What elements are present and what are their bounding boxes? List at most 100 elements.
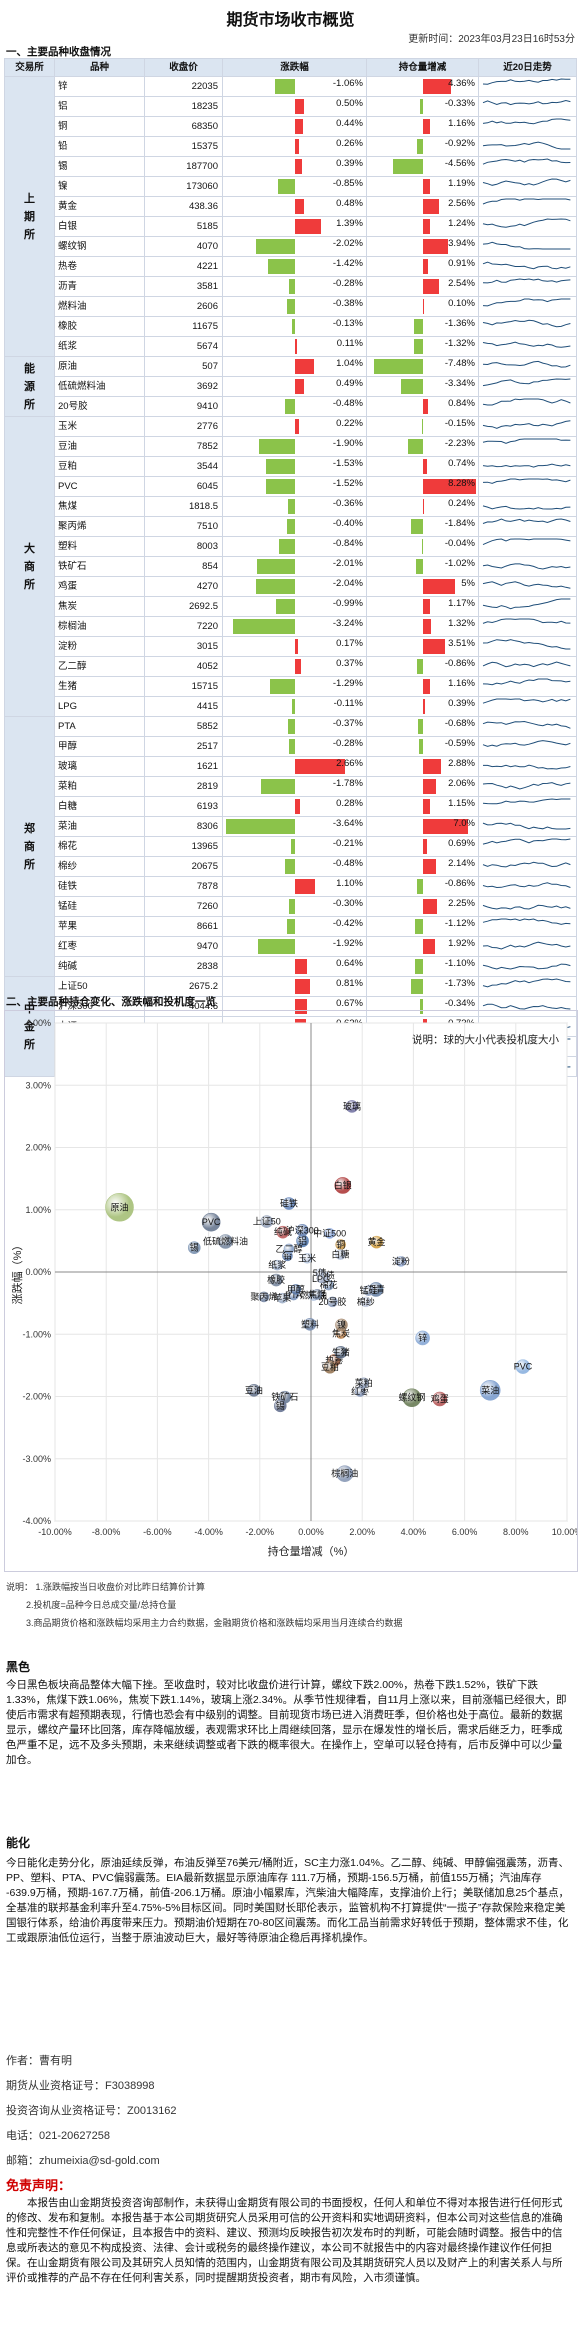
- bar-fill: [267, 259, 295, 274]
- bar-fill: [294, 119, 303, 134]
- data-point: [336, 1465, 354, 1482]
- bar-text: 0.91%: [448, 258, 475, 269]
- table-row: 锡 187700 0.39% -4.56%: [5, 156, 577, 177]
- bar-fill: [422, 459, 428, 474]
- bar-fill: [286, 919, 295, 934]
- product-name: 铜: [54, 116, 145, 137]
- bar-text: -1.10%: [444, 958, 475, 969]
- bar-fill: [294, 419, 299, 434]
- oi-change-cell: 7.0%: [366, 816, 479, 837]
- product-name: 聚丙烯: [54, 516, 145, 537]
- point-label: 热卷: [325, 1354, 343, 1365]
- sparkline-cell: [478, 736, 577, 757]
- bar-fill: [285, 859, 295, 874]
- point-label: 锰硅: [360, 1285, 378, 1296]
- x-tick-label: 4.00%: [401, 1527, 427, 1537]
- table-row: 上期所锌 22035 -1.06% 4.36%: [4, 76, 577, 357]
- point-label: 白糖: [331, 1249, 349, 1260]
- bar-fill: [258, 439, 295, 454]
- y-axis-label: 涨跌幅（%）: [10, 1240, 24, 1305]
- bar-text: -0.59%: [444, 738, 475, 749]
- table-row: 能源所原油 507 1.04% -7.48%: [4, 356, 577, 417]
- table-row: 苹果 8661 -0.42% -1.12%: [5, 916, 577, 937]
- table-row: 生猪 15715 -1.29% 1.16%: [5, 676, 577, 697]
- bar-text: 1.15%: [448, 798, 475, 809]
- change-pct-cell: 1.39%: [222, 216, 367, 237]
- bar-text: -1.53%: [332, 458, 363, 469]
- product-name: 白糖: [54, 796, 145, 817]
- sparkline: [482, 1003, 571, 1010]
- bar-fill: [422, 839, 427, 854]
- sparkline-cell: [478, 876, 577, 897]
- exchange-cell: 能源所: [4, 356, 55, 417]
- energy-paragraph: 今日能化走势分化，原油延续反弹，布油反弹至76美元/桶附近，SC主力涨1.04%…: [6, 1857, 569, 1944]
- product-name: 纸浆: [54, 336, 145, 357]
- bar-text: -1.32%: [444, 338, 475, 349]
- page-title: 期货市场收市概览: [226, 12, 355, 29]
- bar-fill: [422, 399, 428, 414]
- point-label: 玻璃: [343, 1100, 361, 1111]
- bar-text: -0.36%: [332, 498, 363, 509]
- point-label: 豆油: [245, 1384, 263, 1395]
- sparkline-cell: [478, 896, 577, 917]
- sparkline-cell: [478, 796, 577, 817]
- change-pct-cell: -1.53%: [222, 456, 367, 477]
- change-pct-cell: -3.64%: [222, 816, 367, 837]
- bar-text: 0.39%: [336, 158, 363, 169]
- sparkline-cell: [478, 496, 577, 517]
- change-pct-cell: -0.28%: [222, 276, 367, 297]
- close-price: 9410: [144, 396, 223, 417]
- change-pct-cell: -0.48%: [222, 396, 367, 417]
- bar-text: -0.30%: [332, 898, 363, 909]
- data-point: [301, 1253, 313, 1264]
- header-cell: 品种: [54, 58, 145, 77]
- y-tick-label: 0.00%: [25, 1267, 51, 1277]
- change-pct-cell: 0.26%: [222, 136, 367, 157]
- sparkline-cell: [478, 756, 577, 777]
- email[interactable]: 邮箱：zhumeixia@sd-gold.com: [6, 2155, 160, 2167]
- close-price: 20675: [144, 856, 223, 877]
- oi-change-cell: 2.06%: [366, 776, 479, 797]
- sparkline: [482, 438, 571, 444]
- bar-text: 0.37%: [336, 658, 363, 669]
- table-row: 20号胶 9410 -0.48% 0.84%: [5, 396, 577, 417]
- change-pct-cell: 0.28%: [222, 796, 367, 817]
- product-name: PTA: [54, 716, 145, 737]
- update-time: 更新时间：2023年03月23日16时53分: [408, 30, 575, 45]
- data-point: [323, 1360, 337, 1374]
- point-label: 鸡蛋: [431, 1393, 449, 1404]
- bar-text: 2.25%: [448, 898, 475, 909]
- product-name: 热卷: [54, 256, 145, 277]
- bar-fill: [422, 479, 476, 494]
- oi-change-cell: -1.36%: [366, 316, 479, 337]
- bar-text: 0.50%: [336, 98, 363, 109]
- product-name: 玉米: [54, 416, 145, 437]
- exchange-cell: 大商所: [4, 416, 55, 717]
- close-price: 1621: [144, 756, 223, 777]
- table-row: 低硫燃料油 3692 0.49% -3.34%: [5, 376, 577, 397]
- change-pct-cell: -1.78%: [222, 776, 367, 797]
- product-name: 菜油: [54, 816, 145, 837]
- bar-text: 0.48%: [336, 198, 363, 209]
- table-row: 铜 68350 0.44% 1.16%: [5, 116, 577, 137]
- bar-fill: [286, 519, 295, 534]
- bar-fill: [422, 759, 442, 774]
- bar-text: 0.26%: [336, 138, 363, 149]
- oi-change-cell: 1.24%: [366, 216, 479, 237]
- bar-fill: [422, 259, 429, 274]
- change-pct-cell: 0.37%: [222, 656, 367, 677]
- bar-text: 0.81%: [336, 978, 363, 989]
- sparkline-cell: [478, 236, 577, 257]
- bar-text: 0.44%: [336, 118, 363, 129]
- sparkline: [482, 198, 571, 205]
- bar-fill: [422, 499, 425, 514]
- bar-text: -7.48%: [444, 358, 475, 369]
- data-point: [276, 1225, 290, 1239]
- data-point: [324, 1228, 335, 1239]
- product-name: 锌: [54, 76, 145, 97]
- change-pct-cell: 2.66%: [222, 756, 367, 777]
- data-point: [415, 1330, 430, 1346]
- sparkline-cell: [478, 956, 577, 977]
- change-pct-cell: 0.49%: [222, 376, 367, 397]
- bar-fill: [270, 679, 295, 694]
